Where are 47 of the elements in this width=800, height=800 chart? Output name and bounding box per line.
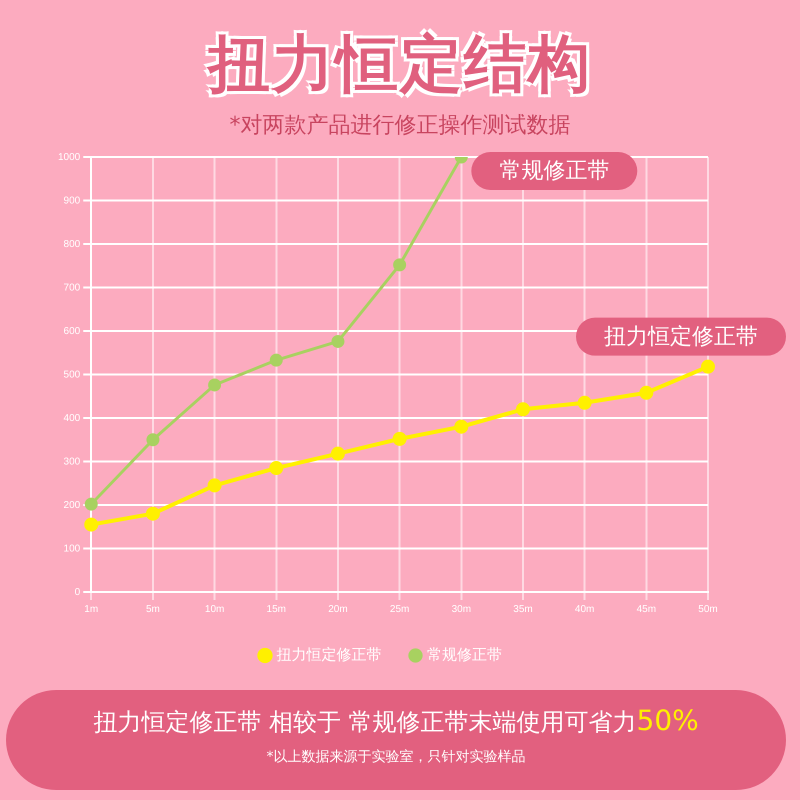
point — [269, 461, 284, 476]
text: 扭力恒定修正带 相较于 常规修正带末端使用可省力 — [93, 708, 637, 736]
x-tick-label: 20m — [328, 604, 348, 615]
point — [516, 402, 530, 416]
point — [208, 478, 222, 492]
point — [146, 506, 160, 521]
y-tick-label: 400 — [64, 412, 81, 424]
y-tick-label: 800 — [64, 238, 81, 250]
point — [331, 334, 344, 348]
point — [578, 396, 592, 410]
point — [146, 433, 160, 446]
y-tick-label: 200 — [64, 500, 81, 511]
legend-label: 扭力恒定修正带 — [276, 646, 382, 664]
point — [270, 354, 283, 367]
y-tick-label: 600 — [64, 326, 81, 337]
point — [330, 446, 345, 461]
annotation: 扭力恒定修正带 — [604, 324, 758, 350]
x-tick-label: 45m — [636, 604, 656, 615]
x-tick-label: 30m — [452, 604, 472, 615]
point — [454, 420, 468, 434]
y-tick-label: 900 — [64, 195, 81, 206]
x-tick-label: 25m — [390, 604, 410, 615]
legend-label: 常规修正带 — [427, 646, 502, 664]
point — [393, 258, 406, 272]
y-tick-label: 0 — [74, 586, 81, 598]
annotation: 常规修正带 — [499, 158, 610, 184]
text: *以上数据来源于实验室，只针对实验样品 — [266, 748, 526, 766]
x-tick-label: 35m — [513, 604, 533, 615]
y-tick-label: 700 — [64, 282, 81, 294]
x-tick-label: 5m — [146, 604, 160, 615]
point — [392, 432, 407, 446]
chart-title: 扭力恒定结构 — [206, 26, 593, 102]
x-tick-label: 15m — [266, 604, 286, 615]
point — [639, 386, 654, 400]
point — [208, 378, 222, 392]
y-tick-label: 300 — [64, 456, 81, 468]
x-tick-label: 50m — [698, 604, 718, 615]
x-tick-label: 40m — [574, 604, 594, 615]
x-tick-label: 1m — [84, 604, 98, 615]
chart-subtitle: *对两款产品进行修正操作测试数据 — [228, 112, 572, 140]
y-tick-label: 100 — [64, 543, 81, 554]
y-tick-label: 1000 — [58, 152, 81, 163]
text: 50% — [636, 704, 699, 737]
x-tick-label: 10m — [204, 604, 224, 615]
point — [701, 360, 715, 374]
point — [84, 518, 98, 532]
y-tick-label: 500 — [64, 369, 81, 380]
